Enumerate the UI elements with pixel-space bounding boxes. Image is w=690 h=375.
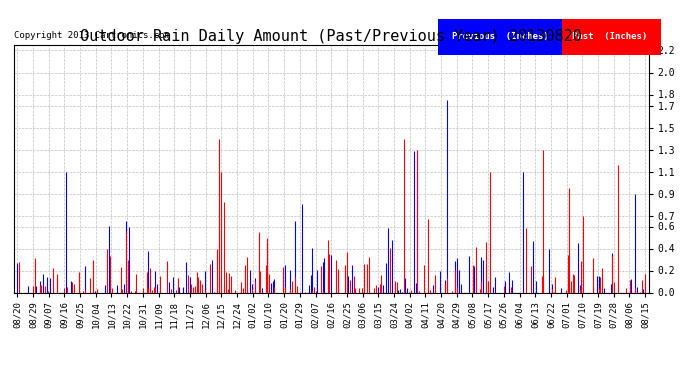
- Title: Outdoor Rain Daily Amount (Past/Previous Year) 20130820: Outdoor Rain Daily Amount (Past/Previous…: [80, 29, 582, 44]
- Text: Copyright 2013 Cartronics.com: Copyright 2013 Cartronics.com: [14, 31, 170, 40]
- Text: Previous  (Inches): Previous (Inches): [452, 32, 549, 41]
- Text: Past  (Inches): Past (Inches): [572, 32, 647, 41]
